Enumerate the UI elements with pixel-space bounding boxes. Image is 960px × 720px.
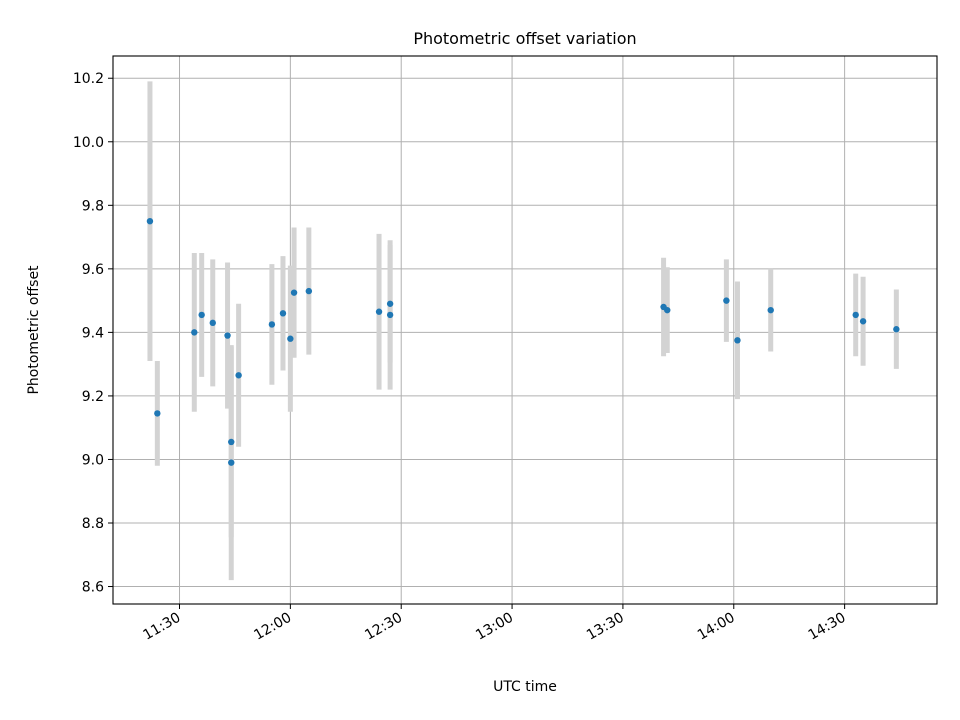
- data-point: [154, 410, 161, 417]
- chart-title: Photometric offset variation: [413, 29, 636, 48]
- data-point: [228, 438, 235, 446]
- y-axis-label: Photometric offset: [26, 265, 42, 395]
- data-point: [375, 308, 383, 315]
- x-axis-label: UTC time: [493, 679, 557, 695]
- y-tick-label: 10.0: [73, 135, 104, 151]
- y-tick-label: 9.6: [82, 262, 104, 278]
- data-point: [386, 311, 394, 319]
- y-tick-label: 10.2: [73, 71, 104, 87]
- plot-frame: [112, 55, 938, 605]
- data-point: [209, 319, 216, 327]
- data-point: [664, 306, 671, 314]
- data-point: [146, 217, 154, 225]
- data-point: [859, 318, 867, 325]
- data-point: [198, 311, 205, 319]
- y-tick-label: 9.2: [82, 389, 104, 405]
- data-point: [228, 459, 235, 466]
- y-tick-label: 9.0: [82, 452, 104, 468]
- y-tick-label: 8.6: [82, 580, 104, 596]
- data-point: [191, 329, 198, 336]
- grid-lines: [113, 56, 937, 604]
- data-point: [852, 311, 859, 319]
- data-point: [305, 287, 313, 295]
- y-axis-ticks: 8.6 8.8 9.0 9.2 9.4 9.6 9.8 10.0 10.2: [73, 71, 113, 596]
- data-point: [235, 372, 242, 379]
- data-point: [767, 306, 774, 314]
- data-point: [224, 332, 231, 339]
- data-point: [287, 335, 294, 342]
- data-point: [290, 289, 298, 296]
- data-point: [723, 297, 730, 304]
- data-point: [279, 310, 287, 317]
- data-points: [146, 217, 900, 466]
- y-tick-label: 9.4: [82, 325, 104, 341]
- data-point: [268, 321, 276, 328]
- data-point: [893, 326, 900, 333]
- y-tick-label: 8.8: [82, 516, 104, 532]
- data-point: [734, 337, 741, 344]
- y-tick-label: 9.8: [82, 198, 104, 214]
- data-point: [386, 300, 394, 307]
